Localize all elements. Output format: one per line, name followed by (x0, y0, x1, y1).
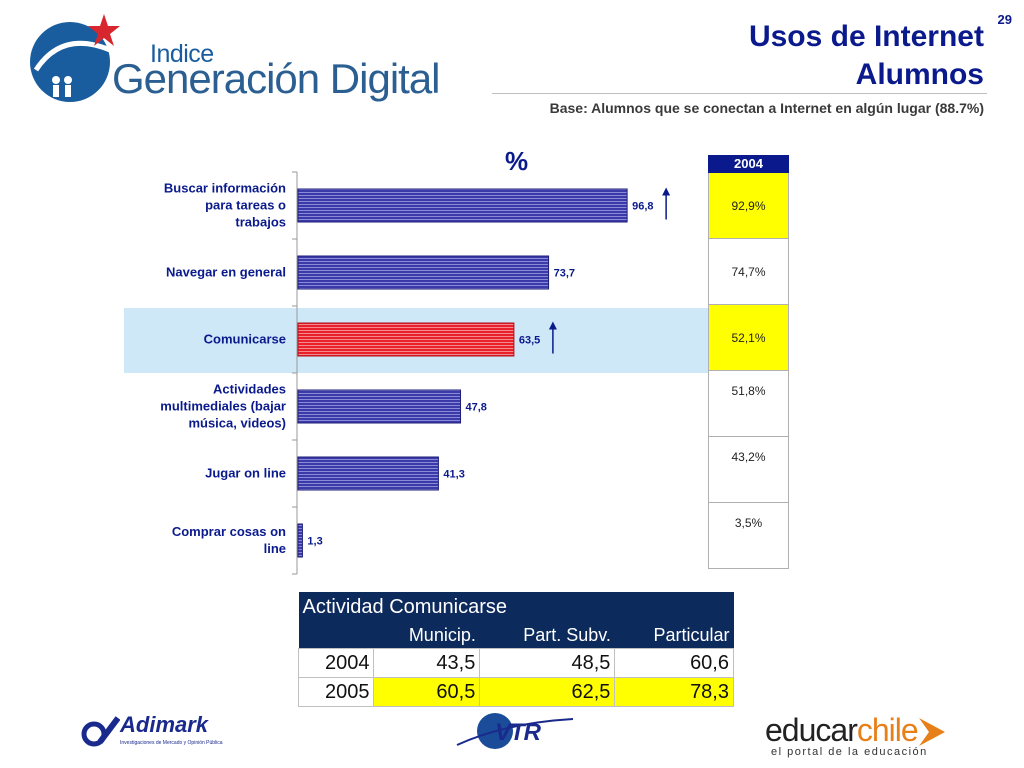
table-cell: 60,5 (373, 677, 481, 707)
category-label: Buscar información para tareas o trabajos (164, 181, 286, 230)
educarchile-tagline: el portal de la educación (771, 746, 928, 758)
table-row: 2004 43,5 48,5 60,6 (297, 648, 734, 678)
educarchile-logo: educarchile el portal de la educación (765, 708, 955, 760)
comparison-cell: 52,1% (708, 305, 789, 371)
bar-value-label: 47,8 (466, 402, 487, 414)
category-label: Actividades multimediales (bajar música, v… (160, 382, 286, 431)
table-cell: 78,3 (614, 677, 734, 707)
bar (297, 255, 550, 290)
globe-logo-icon (30, 14, 120, 102)
slide-title-line1: Usos de Internet (748, 20, 984, 53)
comparison-cell: 92,9% (708, 173, 789, 239)
vtr-globe-icon (456, 713, 574, 749)
comparison-cell: 43,2% (708, 437, 789, 503)
table-title: Actividad Comunicarse (298, 592, 734, 622)
table-cell: 62,5 (479, 677, 616, 707)
bar (297, 523, 303, 558)
bar-value-label: 63,5 (519, 335, 540, 347)
comparison-column-2004: 2004 92,9% 74,7% 52,1% 51,8% 43,2% 3,5% (708, 155, 789, 569)
slide-subtitle: Base: Alumnos que se conectan a Internet… (549, 100, 984, 116)
table-cell: 43,5 (373, 648, 481, 678)
page-number: 29 (997, 12, 1012, 27)
bar (297, 188, 628, 223)
adimark-name: Adimark (120, 712, 209, 737)
table-header-municip: Municip. (373, 622, 480, 649)
bar-value-label: 1,3 (307, 536, 322, 548)
table-row: 2005 60,5 62,5 78,3 (297, 677, 734, 707)
indice-generacion-digital-logo: Indice Generación Digital (22, 10, 462, 105)
chart-unit-label: % (505, 146, 529, 176)
logo-text-indice: Indice (150, 40, 214, 68)
table-header-part-subv: Part. Subv. (479, 622, 615, 649)
table-cell: 60,6 (614, 648, 734, 678)
bar (297, 389, 462, 424)
comparison-cell: 3,5% (708, 503, 789, 569)
comparison-cell: 74,7% (708, 239, 789, 305)
adimark-logo: Adimark Investigaciones de Mercado y Opi… (78, 712, 223, 752)
table-header-empty (298, 622, 374, 649)
category-label: Navegar en general (166, 265, 286, 280)
vtr-logo: VTR (455, 705, 575, 755)
bar (297, 456, 439, 491)
category-label: Comunicarse (204, 332, 286, 347)
table-cell: 48,5 (479, 648, 616, 678)
vtr-name: VTR (495, 719, 541, 746)
logo-text-generacion-digital: Generación Digital (112, 55, 441, 102)
slide-title-line2: Alumnos (855, 58, 984, 91)
comparison-column-header: 2004 (708, 155, 789, 173)
comparison-cell: 51,8% (708, 371, 789, 437)
educarchile-name: educarchile (765, 712, 919, 749)
bar (297, 322, 515, 357)
bar-value-label: 96,8 (632, 201, 653, 213)
category-label: Comprar cosas on line (172, 524, 286, 556)
educar-word: educar (765, 712, 858, 748)
bar-value-label: 41,3 (443, 469, 464, 481)
table-row-year: 2005 (297, 677, 375, 707)
usage-bar-chart: 96,8 Buscar información para tareas o traba… (124, 171, 708, 575)
title-divider (492, 93, 987, 94)
bar-value-label: 73,7 (554, 268, 575, 280)
adimark-tagline: Investigaciones de Mercado y Opinión Púb… (120, 740, 223, 746)
table-row-year: 2004 (297, 648, 375, 678)
category-label: Jugar on line (205, 466, 286, 481)
activity-comunicarse-table: Actividad Comunicarse Municip. Part. Sub… (297, 592, 734, 707)
up-arrow-head (548, 321, 557, 330)
educarchile-arrow-icon (919, 718, 945, 746)
chile-word: chile (856, 712, 919, 748)
up-arrow-head (662, 187, 671, 196)
adimark-symbol-icon (81, 716, 120, 747)
table-header-particular: Particular (614, 622, 734, 649)
slide-title: Usos de Internet Alumnos (749, 18, 984, 94)
